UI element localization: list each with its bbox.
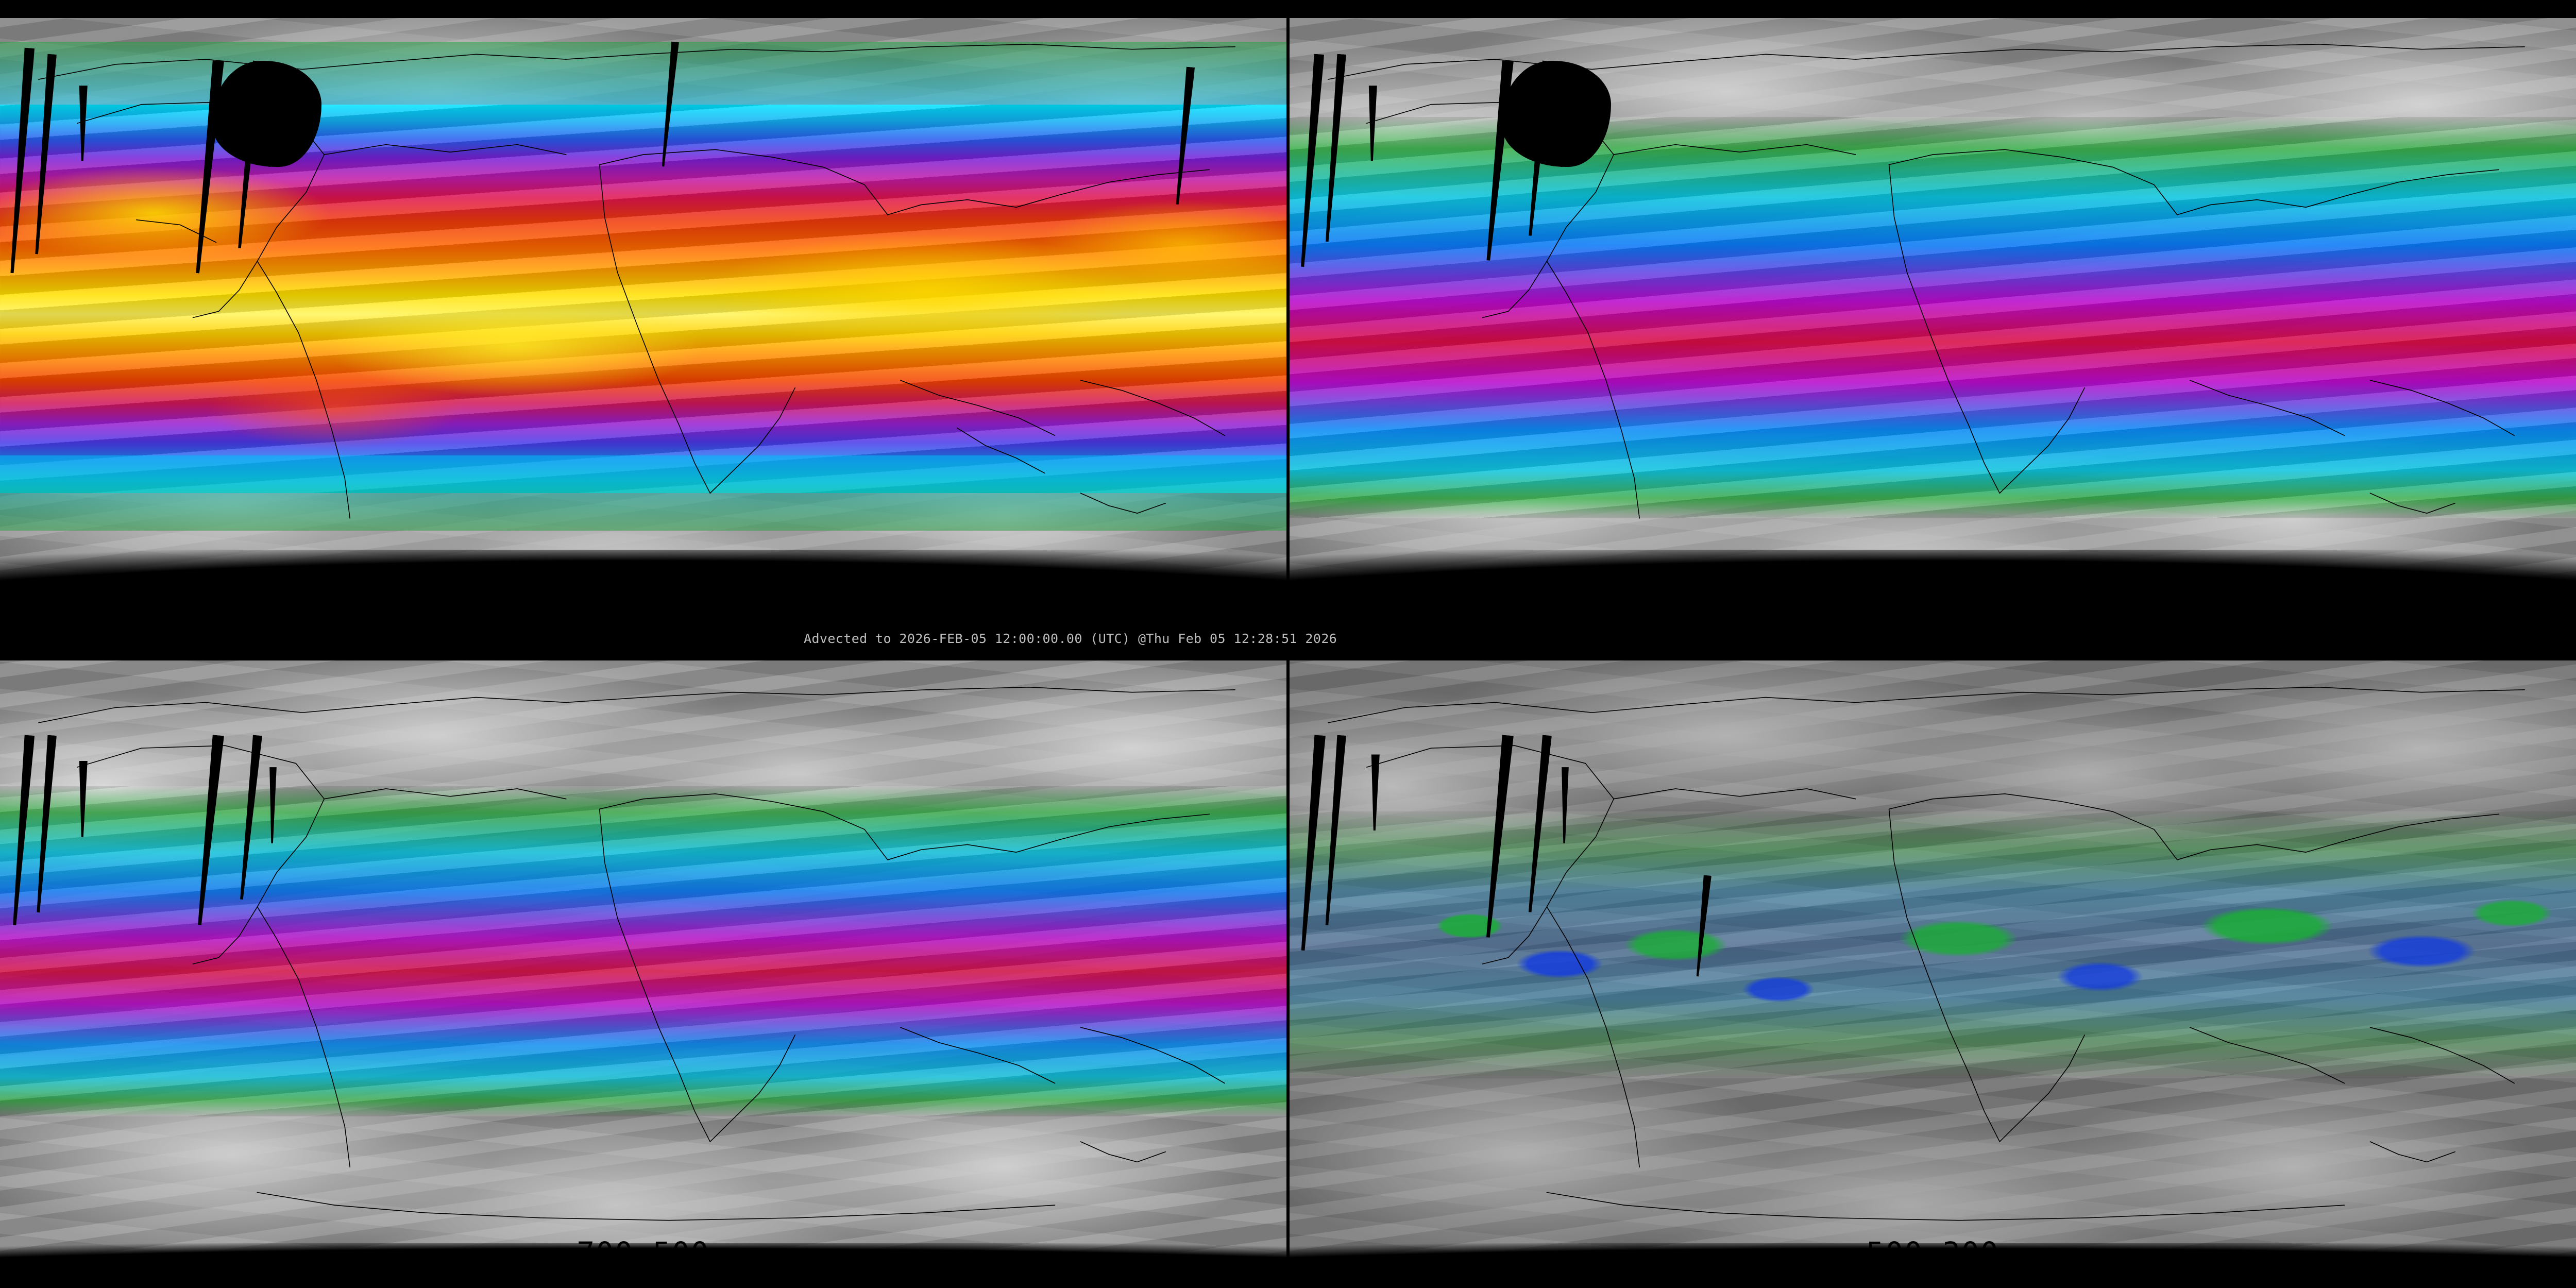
tpw-tropical-band xyxy=(0,104,1286,494)
panel-label-bottom-left: 700-500 xyxy=(577,1235,710,1270)
layer-moisture-band xyxy=(0,786,1286,1116)
top-black-bar xyxy=(0,0,2576,4)
arctic-mask xyxy=(0,4,1286,18)
arctic-mask xyxy=(1290,4,2576,18)
map-canvas-top-left xyxy=(0,4,1286,631)
panel-bottom-right-500-300[interactable]: 500-300 xyxy=(1290,647,2576,1281)
antarctic-mask xyxy=(1290,549,2576,631)
panel-top-left-total-pw[interactable] xyxy=(0,4,1286,631)
advection-timestamp-caption: Advected to 2026-FEB-05 12:00:00.00 (UTC… xyxy=(804,631,1337,646)
antarctic-mask xyxy=(1290,1243,2576,1281)
panel-top-right-850-700[interactable]: 850-700 xyxy=(1290,4,2576,631)
antarctic-mask xyxy=(0,549,1286,631)
layer-moisture-band xyxy=(1290,811,2576,1078)
arctic-mask xyxy=(0,647,1286,661)
arctic-mask xyxy=(1290,647,2576,661)
panel-label-bottom-right: 500-300 xyxy=(1866,1235,1999,1270)
bottom-black-bar xyxy=(0,1281,2576,1288)
caption-strip xyxy=(0,631,2576,647)
antarctic-mask xyxy=(0,1243,1286,1281)
map-canvas-top-right xyxy=(1290,4,2576,631)
greenland-mask xyxy=(1502,60,1612,167)
map-canvas-bottom-left xyxy=(0,647,1286,1281)
panel-bottom-left-700-500[interactable]: 700-500 xyxy=(0,647,1286,1281)
map-canvas-bottom-right xyxy=(1290,647,2576,1281)
panel-label-top-right: 850-700 xyxy=(1866,585,1999,620)
layer-moisture-band xyxy=(1290,117,2576,518)
greenland-mask xyxy=(212,60,322,167)
moisture-fringe-south xyxy=(0,455,1286,531)
